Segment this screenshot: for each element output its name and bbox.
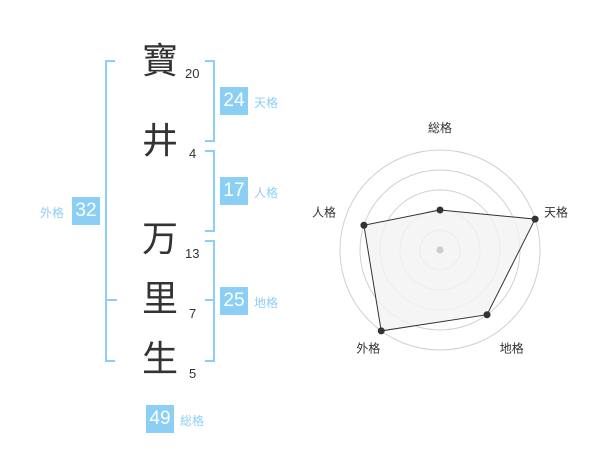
stroke-count: 7 <box>189 306 197 321</box>
stroke-count: 4 <box>189 146 197 161</box>
tenkaku-label: 天格 <box>254 96 279 110</box>
radar-point <box>483 311 491 319</box>
radar-axis-label: 総格 <box>428 120 452 135</box>
gaikaku-label: 外格 <box>40 206 65 220</box>
bracket-tick <box>107 299 117 301</box>
radar-polygon <box>363 209 536 332</box>
chikaku-value: 25 <box>220 287 248 315</box>
radar-point <box>377 327 385 335</box>
soukaku-value: 49 <box>146 405 174 433</box>
radar-center <box>436 246 444 254</box>
chikaku-bracket <box>205 240 215 362</box>
name-char: 井 <box>141 121 178 162</box>
radar-ring <box>339 149 541 351</box>
jinkaku-label: 人格 <box>254 186 279 200</box>
bracket-tick <box>205 299 215 301</box>
jinkaku-value: 17 <box>220 177 248 205</box>
radar-axis-label: 天格 <box>544 204 568 219</box>
radar-axis-label: 人格 <box>312 204 336 219</box>
gaikaku-value: 32 <box>72 197 100 225</box>
radar-point <box>531 215 539 223</box>
stroke-count: 5 <box>189 366 197 381</box>
name-char: 万 <box>141 219 178 260</box>
radar-axis-label: 外格 <box>356 341 380 356</box>
radar-point <box>436 206 444 214</box>
stroke-count: 20 <box>185 66 200 81</box>
radar-axis-label: 地格 <box>500 341 524 356</box>
name-char: 里 <box>141 279 178 320</box>
jinkaku-bracket <box>205 150 215 232</box>
name-char: 生 <box>141 339 178 380</box>
stroke-count: 13 <box>185 246 200 261</box>
tenkaku-value: 24 <box>220 87 248 115</box>
name-char: 寶 <box>141 41 178 82</box>
soukaku-label: 総格 <box>180 414 205 428</box>
radar-point <box>360 221 368 229</box>
gaikaku-bracket <box>105 60 115 362</box>
tenkaku-bracket <box>205 60 215 142</box>
chikaku-label: 地格 <box>254 296 279 310</box>
